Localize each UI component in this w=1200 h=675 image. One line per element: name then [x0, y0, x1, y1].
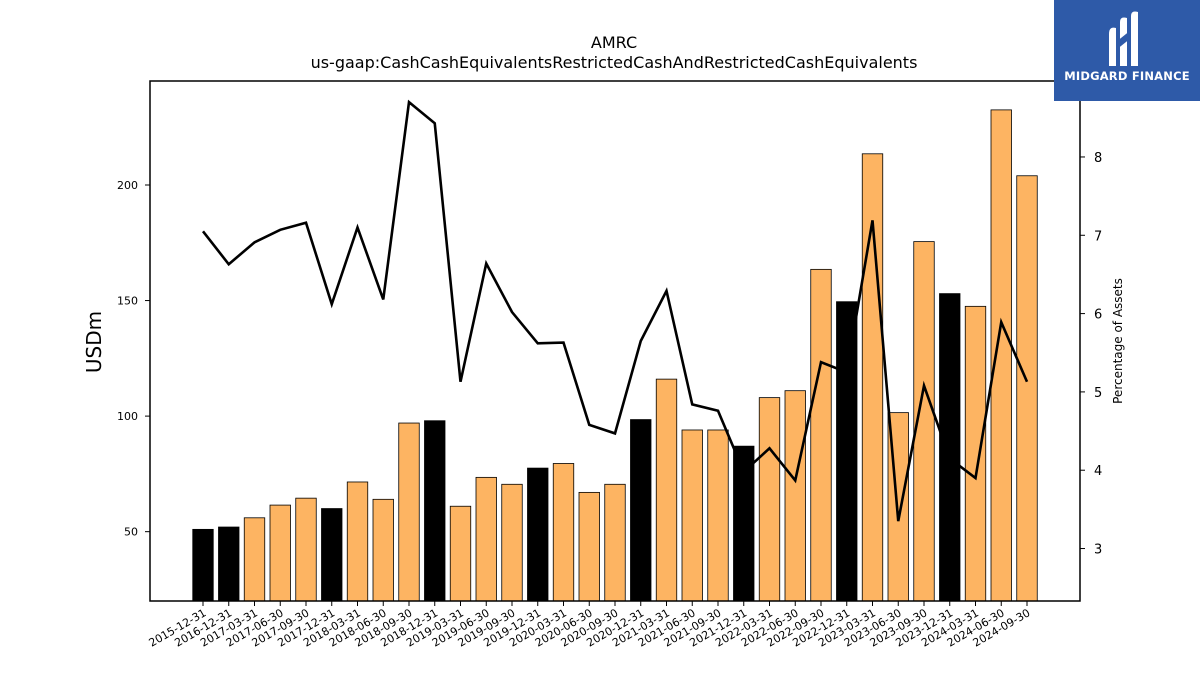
- logo-brand-text: MIDGARD FINANCE: [1064, 69, 1190, 83]
- bar-2015-12-31: [192, 528, 214, 602]
- bar-2023-12-31: [939, 293, 961, 602]
- y-tick-label: 50: [124, 526, 138, 539]
- bar-2019-03-31: [449, 505, 472, 602]
- percentage-line: [201, 99, 1029, 522]
- y2-tick-label: 8: [1094, 151, 1102, 166]
- y-tick-label: 150: [117, 295, 138, 308]
- y-axis-right-ticks: 3 4 5 6 7 8: [1080, 151, 1102, 558]
- y-tick-label: 100: [117, 410, 138, 423]
- y2-tick-label: 3: [1094, 543, 1102, 558]
- bar-2021-03-31: [655, 378, 678, 602]
- bar-2017-06-30: [269, 504, 291, 602]
- bar-2024-09-30: [1016, 175, 1038, 602]
- y-tick-label: 200: [117, 179, 138, 192]
- bar-2024-06-30: [990, 109, 1012, 602]
- bar-2019-12-31: [527, 467, 549, 602]
- bar-2021-09-30: [707, 429, 729, 602]
- bar-2017-03-31: [243, 517, 266, 602]
- bar-2020-06-30: [578, 491, 600, 602]
- x-axis-ticks: 2015-12-312016-12-312017-03-312017-06-30…: [147, 601, 1033, 650]
- y2-tick-label: 5: [1094, 386, 1102, 401]
- bar-2020-09-30: [604, 483, 626, 602]
- bar-2022-03-31: [758, 397, 781, 602]
- y-axis-right-label: Percentage of Assets: [1111, 278, 1125, 404]
- bar-2020-03-31: [552, 463, 575, 602]
- y-axis-left-ticks: 50 100 150 200: [117, 179, 150, 539]
- y2-tick-label: 6: [1094, 308, 1102, 323]
- bar-2022-06-30: [784, 390, 806, 602]
- bar-2018-12-31: [424, 420, 446, 602]
- bar-2020-12-31: [630, 419, 652, 602]
- midgard-finance-logo: MIDGARD FINANCE: [1054, 0, 1200, 101]
- logo-mark-icon: [1109, 11, 1138, 67]
- line-series: [201, 99, 1029, 522]
- bar-2024-03-31: [964, 305, 987, 602]
- y2-tick-label: 7: [1094, 229, 1102, 244]
- bar-2022-12-31: [836, 301, 858, 602]
- bar-2018-09-30: [398, 422, 420, 602]
- bar-2016-12-31: [218, 526, 240, 602]
- y-axis-left-label: USDm: [82, 311, 106, 373]
- chart-subtitle: us-gaap:CashCashEquivalentsRestrictedCas…: [311, 53, 918, 72]
- bar-2021-06-30: [681, 429, 703, 602]
- bar-2019-09-30: [501, 483, 523, 602]
- y2-tick-label: 4: [1094, 464, 1102, 479]
- bar-2019-06-30: [475, 476, 497, 602]
- chart-title: AMRC: [591, 33, 637, 52]
- bar-2018-03-31: [346, 481, 369, 602]
- bar-series: [192, 109, 1038, 602]
- bar-2018-06-30: [372, 498, 394, 602]
- bar-2017-09-30: [295, 497, 317, 602]
- bar-2017-12-31: [321, 508, 343, 602]
- bar-2022-09-30: [810, 268, 832, 602]
